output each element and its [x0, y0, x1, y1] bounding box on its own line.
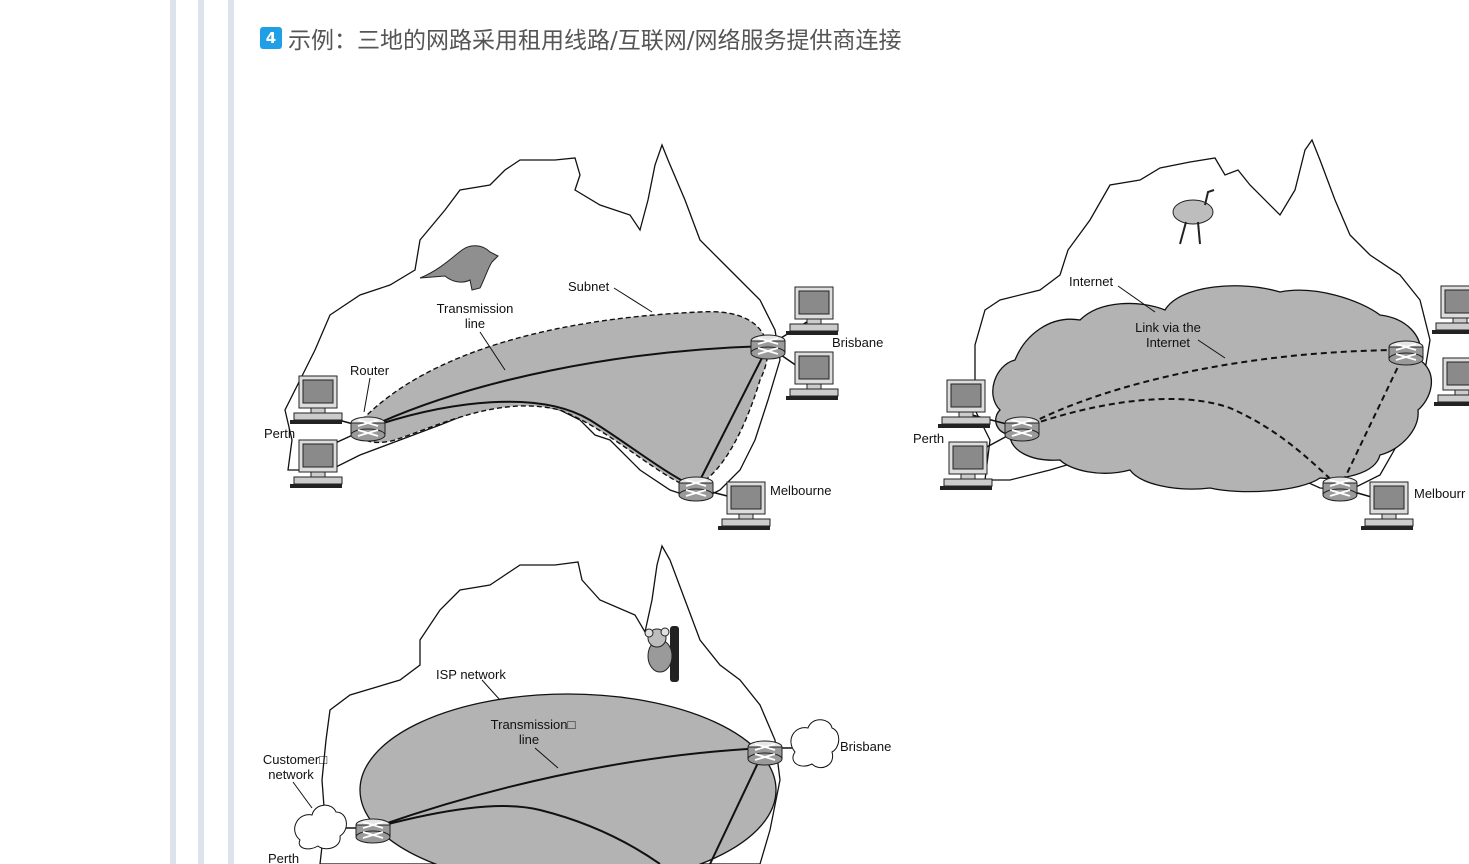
customer-cloud-brisbane [790, 719, 840, 768]
melbourne-label: Melbourne [770, 483, 831, 498]
router-icon [1388, 340, 1424, 366]
customer-label-1: Customer□ [263, 752, 327, 767]
router-pointer [363, 377, 371, 413]
internet-label: Internet [1069, 274, 1113, 289]
isp-line-perth-brisbane [372, 747, 766, 829]
transmission-line-brisbane-melbourne [695, 345, 769, 489]
isp-line-perth-melbourne [372, 805, 661, 864]
content-border-rail [228, 0, 234, 864]
computer-icon [939, 441, 993, 491]
koala-icon [644, 626, 679, 682]
transmission-pointer [534, 747, 559, 769]
customer-cloud-perth [294, 804, 347, 850]
router-icon [355, 818, 391, 844]
diagram-isp: ISP network Transmission□ line Customer□… [263, 544, 891, 864]
router-label: Router [350, 363, 390, 378]
router-icon [350, 416, 386, 442]
transmission-pointer [479, 331, 506, 371]
customer-pointer [292, 781, 313, 809]
router-icon [750, 334, 786, 360]
internet-cloud [992, 285, 1432, 493]
transmission-line-perth-melbourne [367, 400, 697, 489]
internet-link-brisbane-melbourne [1339, 349, 1407, 489]
transmission-label-1: Transmission□ [491, 717, 576, 732]
isp-line-brisbane-melbourne [709, 747, 766, 864]
brisbane-label: Brisbane [840, 739, 891, 754]
link-label-1: Link via the [1135, 320, 1201, 335]
left-scroll-rail-2 [198, 0, 204, 864]
link-pointer [1197, 339, 1226, 359]
brisbane-label: Brisbane [832, 335, 883, 350]
router-icon [1004, 416, 1040, 442]
router-icon [678, 476, 714, 502]
internet-pointer [1117, 285, 1156, 313]
transmission-label-1: Transmission [437, 301, 514, 316]
computer-icon [937, 379, 991, 429]
computer-icon [1433, 357, 1469, 407]
kangaroo-icon [419, 245, 499, 291]
computer-icon [785, 286, 839, 336]
isp-network-label: ISP network [436, 667, 506, 682]
section-heading: 4 示例：三地的网路采用租用线路/互联网/网络服务提供商连接 [260, 22, 902, 54]
step-number-badge: 4 [260, 27, 282, 49]
perth-label: Perth [913, 431, 944, 446]
diagram-internet: Internet Link via the Internet Perth Mel… [913, 138, 1469, 531]
diagram-leased-lines: Subnet Transmission line Router Perth Br… [264, 143, 883, 531]
perth-label: Perth [264, 426, 295, 441]
subnet-label: Subnet [568, 279, 610, 294]
computer-icon [785, 351, 839, 401]
customer-label-2: network [268, 767, 314, 782]
subnet-shape [357, 311, 769, 489]
router-icon [1322, 476, 1358, 502]
transmission-line-perth-brisbane [367, 345, 769, 429]
emu-icon [1172, 189, 1215, 245]
link-label-2: Internet [1146, 335, 1190, 350]
computer-icon [1431, 285, 1469, 335]
isp-network-ellipse [359, 693, 777, 864]
computer-icon [717, 481, 771, 531]
subnet-pointer [613, 287, 653, 313]
internet-link-perth-melbourne [1021, 397, 1341, 489]
transmission-label-2: line [519, 732, 539, 747]
internet-link-perth-brisbane [1021, 349, 1407, 429]
transmission-label-2: line [465, 316, 485, 331]
perth-label: Perth [268, 851, 299, 864]
section-heading-text: 示例：三地的网路采用租用线路/互联网/网络服务提供商连接 [288, 28, 902, 54]
isp-pointer [481, 679, 501, 701]
router-icon [747, 740, 783, 766]
melbourne-label: Melbourr [1414, 486, 1466, 501]
computer-icon [1360, 481, 1414, 531]
left-scroll-rail [170, 0, 176, 864]
